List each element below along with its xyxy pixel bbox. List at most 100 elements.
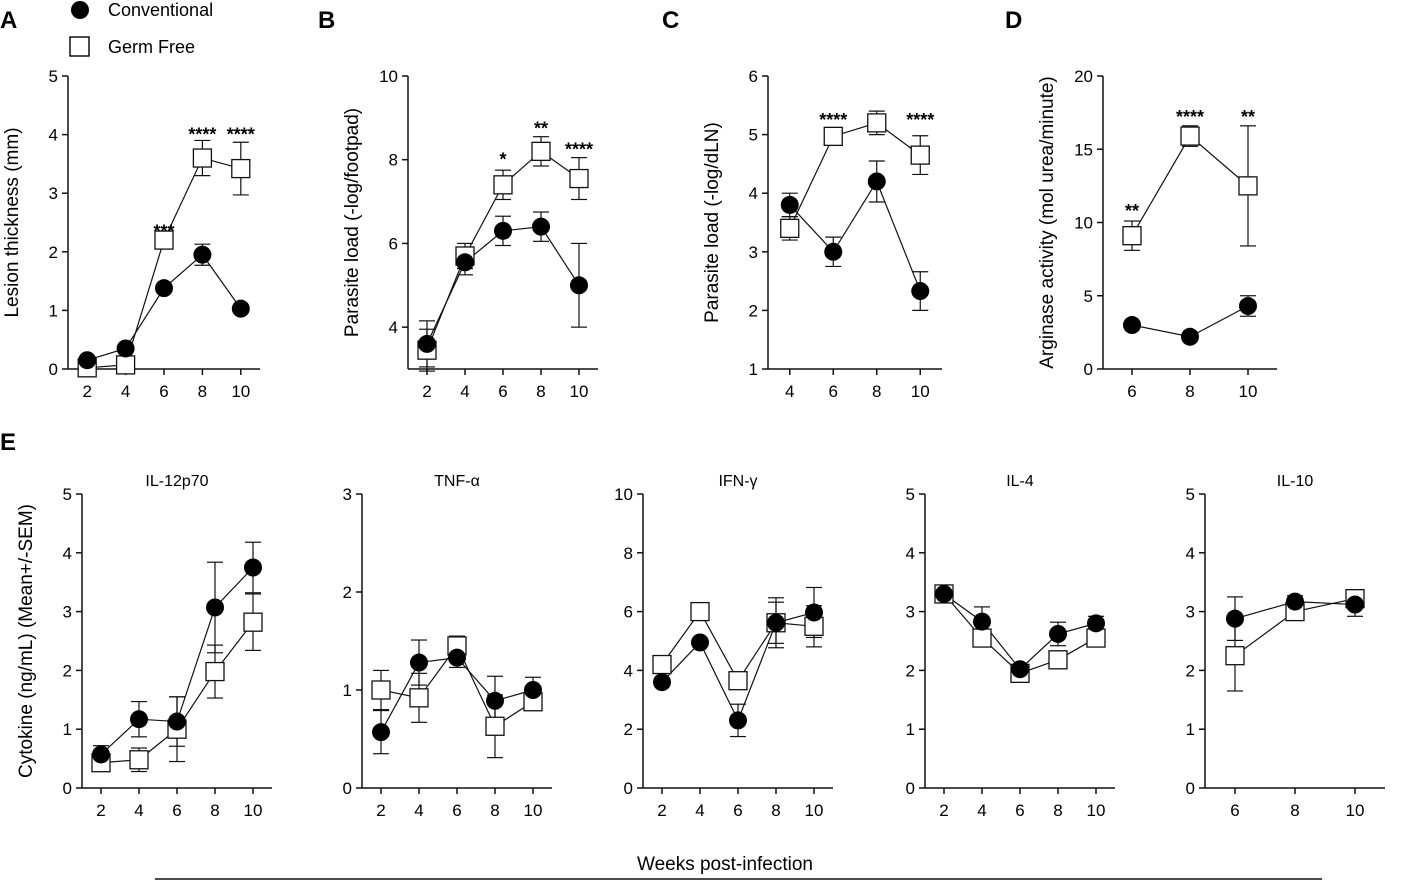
point-germfree-e1 [205,661,225,682]
y-tick-label-c: 4 [749,184,758,203]
y-tick-label-d: 15 [1074,140,1093,159]
point-conventional-b [418,334,436,353]
x-tick-label-e3: 10 [805,801,824,820]
legend-conventional-marker-icon [71,1,89,19]
point-germfree-e3 [652,654,672,675]
y-tick-label-e5: 4 [1186,544,1195,563]
x-tick-label-e1: 8 [210,801,219,820]
series-line-conventional-a [87,253,242,361]
point-conventional-a [155,279,173,298]
y-tick-label-b: 8 [389,151,398,170]
y-tick-label-b: 10 [379,67,398,86]
shared-x-axis-label: Weeks post-infection [637,854,813,875]
x-tick-label-c: 10 [911,382,930,401]
x-tick-label-b: 2 [422,382,431,401]
panel-letter-e1: E [0,429,16,456]
y-axis-label-e1: Cytokine (ng/mL) (Mean+/-SEM) [16,504,37,778]
y-tick-label-e3: 10 [614,485,633,504]
y-axis-label-a: Lesion thickness (mm) [2,127,23,317]
point-conventional-d [1239,297,1257,316]
x-tick-label-e5: 6 [1230,801,1239,820]
x-tick-label-d: 10 [1239,382,1258,401]
y-tick-label-e4: 1 [906,720,915,739]
point-germfree-c [867,113,887,133]
y-tick-label-c: 3 [749,243,758,262]
point-germfree-e1 [243,612,263,632]
point-germfree-c [780,218,800,239]
y-tick-label-a: 2 [49,243,58,262]
x-tick-label-e1: 6 [172,801,181,820]
y-tick-label-e1: 3 [63,603,72,622]
point-conventional-e1 [244,558,262,577]
point-conventional-e4 [1049,624,1067,643]
y-tick-label-a: 4 [49,126,58,145]
y-tick-label-e1: 5 [63,485,72,504]
y-tick-label-e2: 1 [343,681,352,700]
point-germfree-e1 [129,750,149,770]
point-conventional-d [1181,327,1199,346]
point-conventional-e2 [486,691,504,710]
significance-label-c: **** [906,110,934,130]
panel-e5: 0 1 2 3 4 5 6 8 10 IL-10 [1186,473,1385,820]
y-tick-label-c: 1 [749,360,758,379]
x-tick-label-e3: 8 [771,801,780,820]
significance-label-a: *** [153,221,174,241]
panel-e3: 0 2 4 6 8 10 2 4 6 8 10 IFN-γ [614,473,833,820]
point-germfree-e4 [972,628,992,648]
y-tick-label-a: 3 [49,184,58,203]
y-tick-label-e5: 3 [1186,603,1195,622]
point-germfree-e2 [409,688,429,708]
y-tick-label-a: 0 [49,360,58,379]
point-conventional-a [193,245,212,264]
y-tick-label-e1: 2 [63,661,72,680]
y-tick-label-e1: 1 [63,720,72,739]
x-tick-label-a: 10 [231,382,250,401]
y-tick-label-e1: 0 [63,779,72,798]
panel-d: 0 5 10 15 20 6 8 10 Arginase activity (mol urea/… [1005,7,1277,401]
y-axis-label-c: Parasite load (-log/dLN) [702,122,723,323]
point-germfree-a [115,355,136,375]
y-tick-label-e3: 6 [624,603,633,622]
y-tick-label-e5: 0 [1186,779,1195,798]
subplot-title-e4: IL-4 [1006,473,1034,490]
point-conventional-e2 [524,681,542,699]
y-tick-label-e3: 2 [624,720,633,739]
x-tick-label-d: 6 [1127,382,1136,401]
significance-label-c: **** [819,110,847,130]
panel-letter-b: B [318,7,335,34]
point-conventional-c [867,172,886,191]
y-tick-label-e4: 4 [906,544,915,563]
x-tick-label-e4: 6 [1015,801,1024,820]
point-germfree-c [910,145,930,165]
significance-label-a: **** [188,125,216,145]
panel-letter-d: D [1005,7,1022,34]
point-conventional-e1 [168,712,186,731]
point-conventional-d [1123,316,1141,335]
x-tick-label-d: 8 [1185,382,1194,401]
y-tick-label-e4: 3 [906,603,915,622]
x-tick-label-e3: 6 [733,801,742,820]
series-line-germfree-c [789,122,921,229]
x-tick-label-e4: 2 [939,801,948,820]
x-tick-label-b: 10 [570,382,589,401]
point-germfree-a [154,230,174,250]
point-germfree-e3 [690,601,710,622]
point-conventional-c [824,242,843,261]
point-conventional-a [78,351,97,370]
point-conventional-e3 [653,673,671,692]
y-tick-label-e4: 0 [906,779,915,798]
y-tick-label-b: 6 [389,234,398,253]
point-conventional-e1 [92,745,110,764]
point-germfree-e2 [371,680,391,700]
significance-label-d: **** [1176,107,1204,127]
x-tick-label-e4: 10 [1087,801,1106,820]
point-conventional-e3 [729,711,747,730]
y-tick-label-d: 0 [1084,360,1093,379]
point-germfree-e2 [485,716,505,736]
series-line-conventional-c [789,180,921,292]
series-line-germfree-d [1131,135,1249,236]
point-conventional-e4 [1087,614,1105,633]
point-conventional-e5 [1346,595,1364,614]
